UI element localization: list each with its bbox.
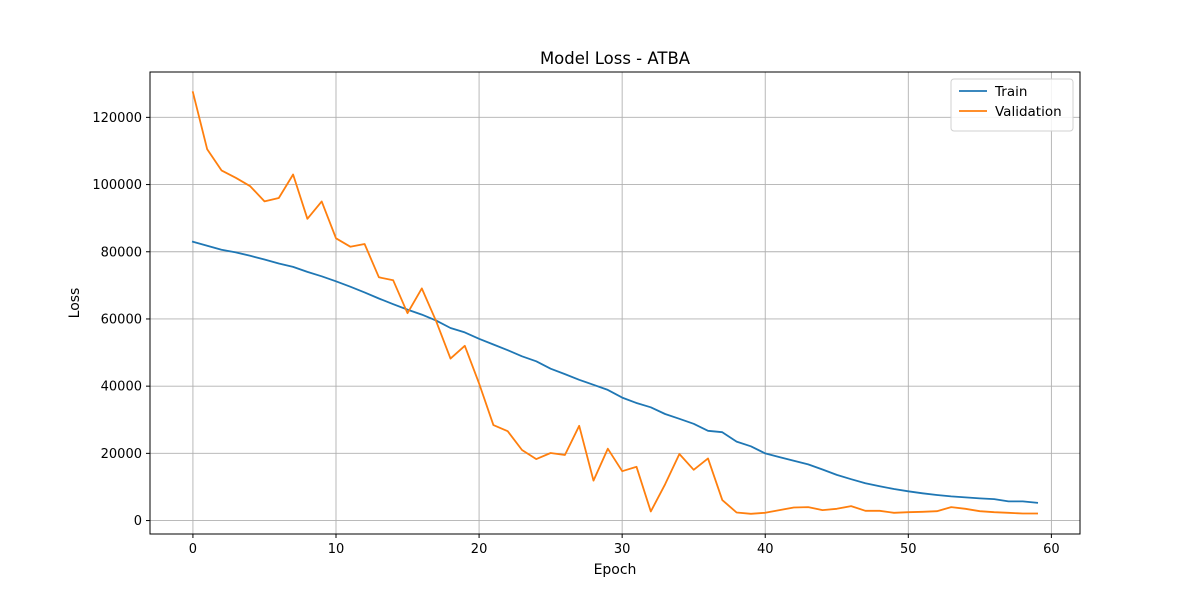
series-lines bbox=[191, 91, 1039, 515]
x-tick-label: 10 bbox=[328, 542, 345, 557]
y-tick-label: 40000 bbox=[101, 380, 142, 395]
legend-label-train: Train bbox=[994, 84, 1027, 100]
y-tick-label: 80000 bbox=[101, 245, 142, 260]
legend-label-validation: Validation bbox=[995, 104, 1062, 120]
axis-ticks: 0 10 20 30 40 50 60 0 20000 40000 60000 80000 100000… bbox=[92, 111, 1059, 557]
x-tick-label: 50 bbox=[900, 542, 917, 557]
y-tick-label: 100000 bbox=[92, 178, 142, 193]
x-tick-label: 20 bbox=[471, 542, 488, 557]
x-tick-label: 30 bbox=[614, 542, 631, 557]
x-tick-label: 40 bbox=[757, 542, 774, 557]
chart-title: Model Loss - ATBA bbox=[540, 49, 691, 68]
y-tick-label: 20000 bbox=[101, 447, 142, 462]
grid bbox=[150, 72, 1080, 534]
y-tick-label: 0 bbox=[134, 514, 142, 529]
legend: Train Validation bbox=[950, 78, 1074, 132]
y-axis-label: Loss bbox=[67, 288, 83, 319]
series-line-train bbox=[191, 240, 1039, 504]
x-tick-label: 0 bbox=[189, 542, 197, 557]
legend-box bbox=[950, 78, 1074, 132]
x-axis-label: Epoch bbox=[594, 562, 637, 578]
plot-frame bbox=[149, 71, 1081, 535]
y-tick-label: 120000 bbox=[92, 111, 142, 126]
series-line-validation bbox=[191, 91, 1038, 515]
y-tick-label: 60000 bbox=[101, 312, 142, 327]
x-tick-label: 60 bbox=[1043, 542, 1060, 557]
